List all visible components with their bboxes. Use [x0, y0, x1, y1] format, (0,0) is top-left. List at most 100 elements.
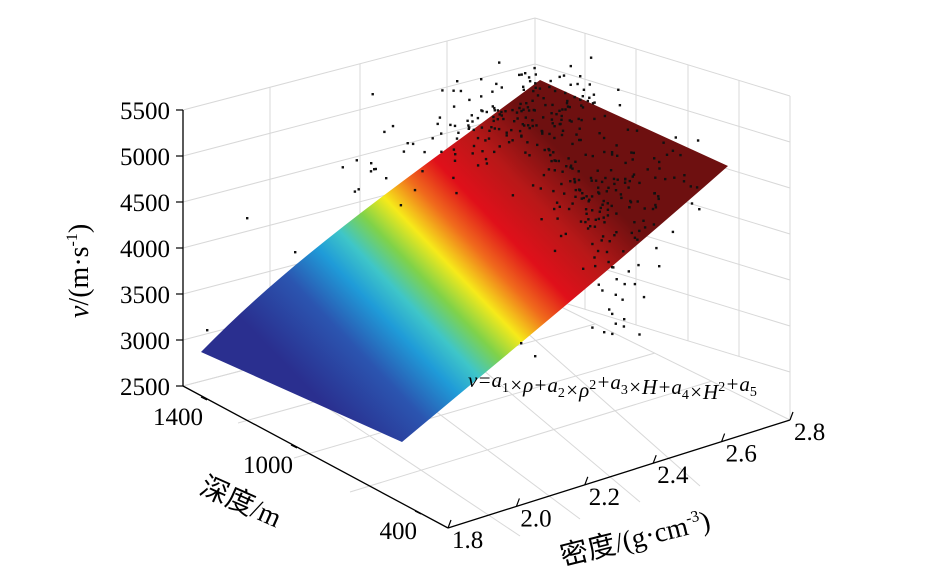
- scatter-point: [510, 128, 513, 132]
- scatter-point: [383, 130, 386, 134]
- scatter-point: [551, 122, 554, 125]
- y-axis-label: 深度/m: [195, 470, 286, 534]
- scatter-point: [500, 114, 503, 117]
- equation-part: 1: [502, 381, 509, 396]
- z-tick-label: 4500: [120, 190, 170, 217]
- scatter-point: [496, 118, 499, 121]
- scatter-point: [457, 131, 460, 134]
- scatter-point: [611, 332, 614, 336]
- scatter-point: [622, 325, 626, 328]
- scatter-point: [493, 106, 496, 110]
- scatter-point: [652, 223, 656, 226]
- scatter-point: [521, 123, 524, 126]
- scatter-point: [605, 250, 609, 254]
- scatter-point: [638, 181, 641, 185]
- scatter-point: [598, 210, 601, 213]
- scatter-point: [601, 289, 604, 292]
- scatter-point: [615, 144, 618, 147]
- scatter-point: [502, 117, 505, 121]
- scatter-point: [520, 73, 523, 76]
- scatter-point: [421, 170, 424, 173]
- scatter-point: [632, 173, 636, 176]
- fitted-surface: [201, 80, 728, 442]
- scatter-point: [624, 178, 627, 181]
- scatter-point: [658, 265, 661, 268]
- scatter-point: [578, 138, 581, 142]
- scatter-point: [370, 162, 373, 165]
- scatter-point: [630, 151, 633, 154]
- scatter-point: [542, 173, 546, 177]
- scatter-point: [492, 115, 495, 119]
- scatter-point: [638, 229, 641, 233]
- scatter-point: [571, 202, 574, 205]
- scatter-point: [615, 231, 618, 234]
- scatter-point: [206, 329, 209, 332]
- scatter-point: [484, 157, 488, 161]
- scatter-point: [438, 116, 442, 119]
- scatter-point: [536, 143, 539, 147]
- scatter-point: [614, 189, 618, 192]
- scatter-point: [440, 150, 443, 153]
- scatter-point: [582, 267, 585, 270]
- scatter-point: [527, 124, 530, 127]
- scatter-point: [476, 136, 480, 140]
- scatter-point: [597, 191, 600, 194]
- scatter-point: [542, 97, 545, 100]
- scatter-point: [594, 218, 597, 221]
- z-tick-label: 5000: [120, 144, 170, 171]
- scatter-point: [528, 126, 531, 130]
- scatter-point: [584, 220, 587, 224]
- scatter-point: [603, 114, 607, 118]
- scatter-point: [603, 331, 606, 334]
- density-tick-label: 2.6: [726, 441, 757, 468]
- scatter-point: [357, 188, 360, 191]
- scatter-point: [423, 150, 426, 154]
- scatter-point: [561, 170, 564, 173]
- scatter-point: [468, 126, 471, 129]
- scatter-point: [488, 129, 491, 132]
- scatter-point: [468, 98, 471, 102]
- scatter-point: [559, 234, 563, 238]
- depth-tick-mark: [290, 444, 298, 449]
- scatter-point: [441, 89, 444, 92]
- scatter-point: [532, 89, 535, 93]
- scatter-point: [588, 96, 591, 99]
- equation-part: 3: [621, 383, 628, 398]
- scatter-point: [487, 137, 491, 140]
- scatter-point: [527, 76, 531, 79]
- scatter-point: [500, 86, 503, 89]
- scatter-point: [608, 308, 611, 311]
- scatter-point: [518, 73, 521, 77]
- scatter-point: [467, 124, 470, 127]
- scatter-points: [206, 56, 701, 358]
- scatter-point: [646, 168, 649, 171]
- scatter-point: [593, 117, 596, 121]
- scatter-point: [558, 109, 561, 112]
- scatter-point: [355, 159, 358, 162]
- scatter-point: [600, 180, 604, 184]
- scatter-point: [476, 164, 480, 167]
- scatter-point: [579, 75, 582, 78]
- scatter-point: [492, 119, 495, 123]
- scatter-point: [466, 119, 469, 122]
- scatter-point: [533, 66, 536, 70]
- equation-part: 2: [718, 380, 725, 395]
- scatter-point: [601, 203, 604, 206]
- scatter-point: [631, 158, 634, 161]
- scatter-point: [544, 103, 547, 107]
- scatter-point: [553, 249, 557, 253]
- scatter-point: [524, 151, 527, 154]
- scatter-point: [495, 82, 498, 86]
- scatter-point: [480, 95, 483, 98]
- scatter-point: [655, 246, 658, 250]
- equation-part: ×H+a: [628, 375, 682, 399]
- z-tick-label: 3000: [120, 328, 170, 355]
- scatter-point: [566, 99, 569, 103]
- scatter-point: [573, 95, 576, 99]
- scatter-point: [505, 131, 508, 134]
- scatter-point: [552, 151, 555, 154]
- scatter-point: [490, 126, 493, 129]
- scatter-point: [411, 142, 415, 146]
- scatter-point: [526, 141, 529, 144]
- scatter-point: [413, 188, 417, 192]
